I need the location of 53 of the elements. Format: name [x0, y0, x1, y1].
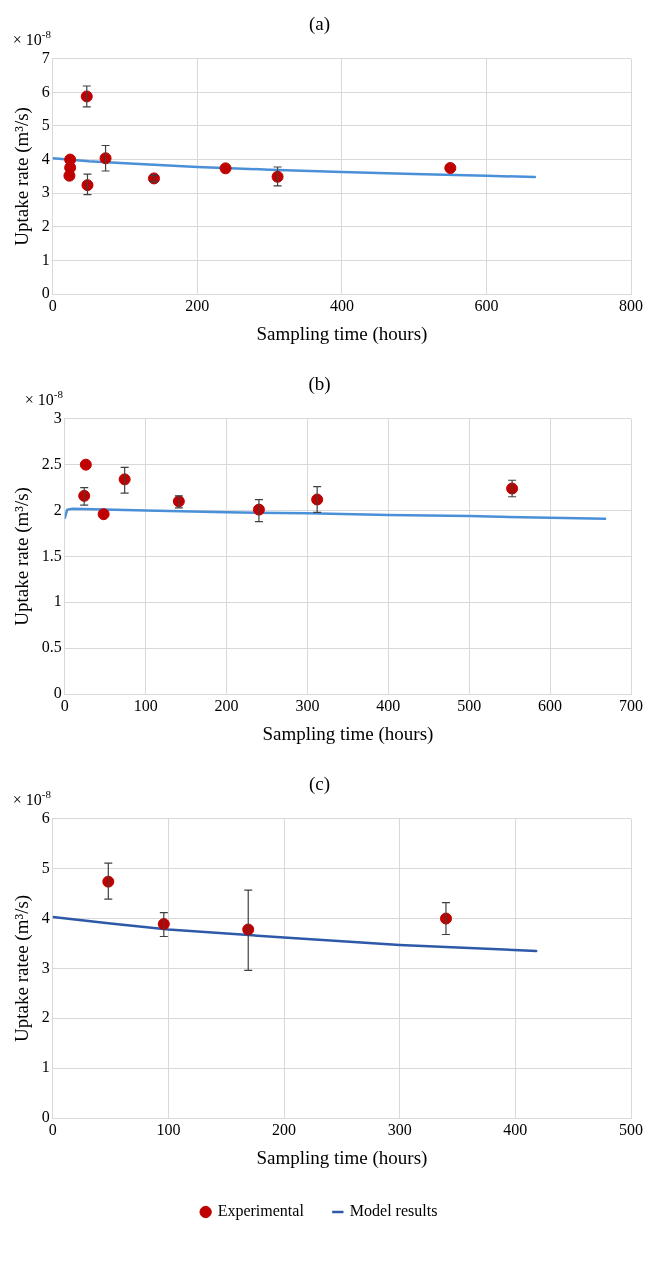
y-tick-label: 6: [41, 82, 50, 100]
point: [444, 162, 457, 174]
chart-title: (b): [308, 373, 331, 396]
x-tick-label: 400: [376, 696, 401, 714]
x-tick-label: 800: [619, 296, 643, 314]
x-tick-label: 500: [619, 1120, 643, 1138]
y-tick-label: 3: [41, 183, 50, 201]
x-tick-label: 300: [295, 696, 320, 714]
x-tick-label: 500: [457, 696, 482, 714]
x-axis-title: Sampling time (hours): [256, 1146, 428, 1169]
y-tick-label: 7: [41, 49, 50, 66]
point: [79, 458, 92, 471]
x-tick-label: 600: [538, 696, 563, 714]
x-tick-label: 300: [387, 1120, 412, 1138]
chart-title: (c): [308, 773, 331, 796]
y-tick-label: 2.5: [41, 454, 62, 472]
x-tick-label: 200: [272, 1120, 297, 1138]
y-tick-label: 2: [53, 500, 62, 518]
x-tick-label: 100: [156, 1120, 181, 1138]
point: [97, 508, 110, 521]
x-axis-title: Sampling time (hours): [256, 322, 428, 345]
point: [219, 162, 232, 175]
x-tick-label: 600: [474, 296, 499, 314]
x-tick-label: 400: [503, 1120, 528, 1138]
y-axis-title: Uptake rate (m³/s): [11, 107, 34, 246]
y-tick-label: 3: [41, 958, 50, 976]
x-tick-label: 700: [619, 696, 643, 714]
x-tick-label: 100: [133, 696, 158, 714]
x-tick-label: 400: [329, 296, 354, 314]
x-tick-label: 200: [185, 296, 210, 314]
y-tick-label: 2: [41, 1008, 50, 1026]
y-tick-label: 1.5: [41, 546, 62, 564]
y-tick-label: 4: [41, 908, 50, 926]
y-tick-label: 0: [41, 284, 50, 302]
y-tick-label: 0: [53, 684, 62, 702]
y-tick-label: 3: [53, 409, 62, 426]
legend-label: Model results: [349, 1202, 438, 1220]
y-tick-label: 1: [41, 1058, 50, 1076]
y-tick-label: 6: [41, 809, 50, 826]
chart-title: (a): [308, 13, 331, 36]
y-tick-label: 5: [41, 116, 50, 134]
y-tick-label: 0.5: [41, 638, 62, 656]
y-tick-label: 2: [41, 217, 50, 234]
x-tick-label: 200: [214, 696, 239, 714]
y-tick-label: 1: [41, 250, 50, 268]
y-tick-label: 1: [53, 592, 62, 610]
x-axis-title: Sampling time (hours): [262, 722, 434, 745]
y-axis-title: Uptake rate (m³/s): [11, 487, 34, 626]
y-axis-title: Uptake ratee (m³/s): [11, 894, 34, 1042]
y-tick-label: 4: [41, 149, 50, 167]
y-tick-label: 5: [41, 858, 50, 876]
y-tick-label: 0: [41, 1108, 50, 1126]
legend-label: Experimental: [217, 1202, 305, 1221]
